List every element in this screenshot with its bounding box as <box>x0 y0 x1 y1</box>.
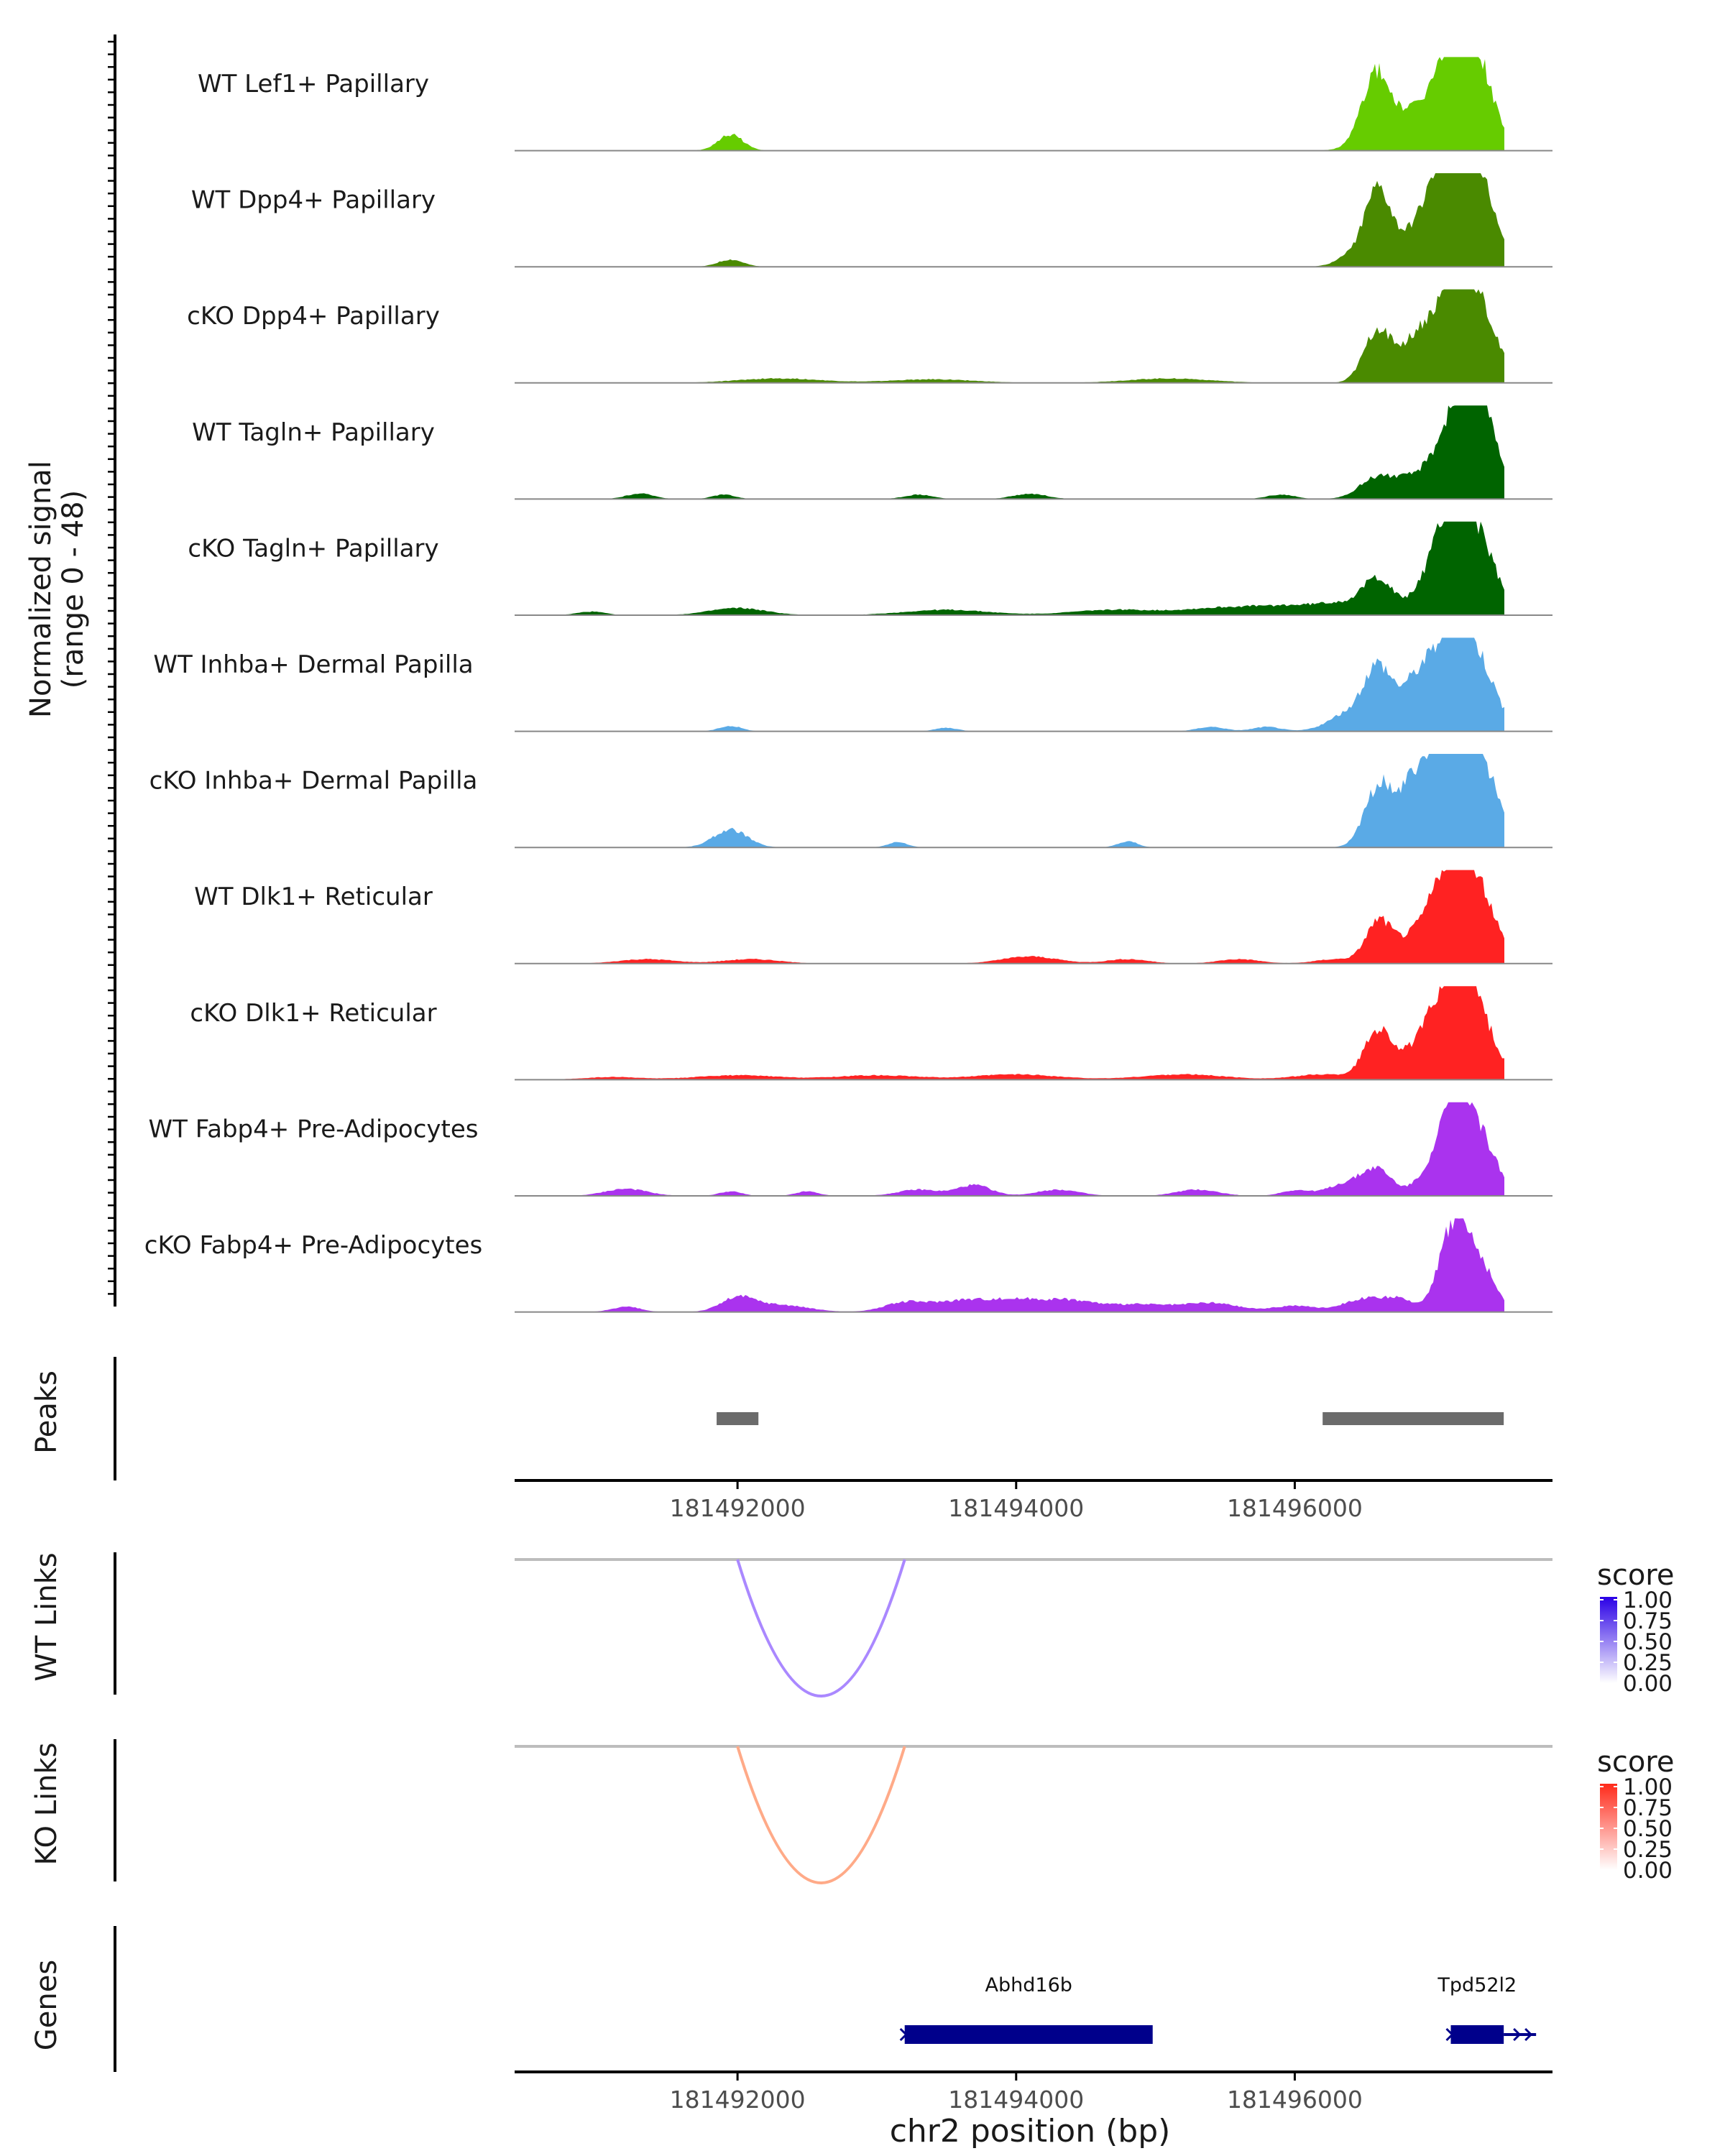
coverage-area <box>515 870 1504 964</box>
track-label: cKO Fabp4+ Pre-Adipocytes <box>144 1231 483 1260</box>
coverage-y-label: Normalized signal (range 0 - 48) <box>24 461 90 718</box>
coverage-area <box>515 1218 1504 1312</box>
link-arc <box>736 1746 906 1884</box>
wt-links-label: WT Links <box>30 1552 63 1681</box>
track-label: WT Inhba+ Dermal Papilla <box>153 650 473 679</box>
coverage-track: cKO Dpp4+ Papillary <box>187 289 1552 384</box>
gene-strand-arrow <box>1445 2027 1454 2042</box>
coverage-area <box>515 521 1504 615</box>
genes-track: Genes Abhd16b Tpd52l2 <box>30 1926 1537 2072</box>
coverage-track: WT Fabp4+ Pre-Adipocytes <box>149 1102 1552 1197</box>
link-arc <box>736 1559 906 1697</box>
ko-links-label: KO Links <box>30 1743 63 1866</box>
legend-tick-label: 0.50 <box>1623 1629 1673 1655</box>
x-tick-label: 181492000 <box>670 1494 806 1522</box>
x-tick-label: 181492000 <box>670 2086 806 2114</box>
legend-tick-label: 0.25 <box>1623 1837 1673 1863</box>
coverage-y-axis <box>108 34 116 1307</box>
legend-tick-label: 0.00 <box>1623 1671 1673 1697</box>
coverage-area <box>515 986 1504 1080</box>
x-axis-title: chr2 position (bp) <box>890 2113 1171 2150</box>
coverage-area <box>515 405 1504 499</box>
coverage-track: WT Dpp4+ Papillary <box>191 173 1552 268</box>
x-tick-label: 181496000 <box>1227 1494 1363 1522</box>
gene-strand-arrow <box>1524 2027 1533 2042</box>
legend-colorbar <box>1600 1597 1617 1683</box>
x-axis-upper: 181492000 181494000 181496000 <box>515 1479 1552 1522</box>
track-label: WT Dlk1+ Reticular <box>194 883 433 911</box>
x-tick-label: 181496000 <box>1227 2086 1363 2114</box>
track-label: cKO Dpp4+ Papillary <box>187 302 440 331</box>
coverage-track: cKO Fabp4+ Pre-Adipocytes <box>144 1218 1552 1313</box>
legend-tick-label: 1.00 <box>1623 1588 1673 1613</box>
coverage-track: cKO Inhba+ Dermal Papilla <box>150 754 1552 849</box>
coverage-area <box>515 173 1504 267</box>
coverage-area <box>515 754 1504 848</box>
x-tick-label: 181494000 <box>948 1494 1084 1522</box>
wt-links-legend-title: score <box>1597 1559 1674 1592</box>
gene-body <box>904 2025 1153 2044</box>
legend-tick-label: 0.00 <box>1623 1858 1673 1884</box>
wt-links-track: WT Links score 1.000.750.500.250.00 <box>30 1552 1674 1697</box>
track-label: WT Tagln+ Papillary <box>192 418 435 447</box>
coverage-tracks: WT Lef1+ Papillary WT Dpp4+ Papillary cKO … <box>144 57 1552 1313</box>
coverage-track: WT Dlk1+ Reticular <box>194 870 1552 964</box>
coverage-track: cKO Dlk1+ Reticular <box>190 986 1552 1081</box>
coverage-y-label-line2: (range 0 - 48) <box>57 490 90 688</box>
peaks-label: Peaks <box>30 1370 63 1454</box>
ko-links-legend-title: score <box>1597 1746 1674 1779</box>
legend-tick-label: 0.25 <box>1623 1650 1673 1676</box>
coverage-track: WT Lef1+ Papillary <box>198 57 1552 152</box>
peak-region <box>717 1412 759 1425</box>
coverage-area <box>515 289 1504 383</box>
legend-tick-label: 0.50 <box>1623 1816 1673 1842</box>
track-label: cKO Tagln+ Papillary <box>188 534 438 563</box>
genes-label: Genes <box>30 1960 63 2050</box>
coverage-y-label-line1: Normalized signal <box>24 461 58 718</box>
coverage-area <box>515 57 1504 151</box>
ko-links-track: KO Links score 1.000.750.500.250.00 <box>30 1739 1674 1884</box>
legend-colorbar <box>1600 1784 1617 1870</box>
legend-tick-label: 0.75 <box>1623 1608 1673 1634</box>
track-label: cKO Dlk1+ Reticular <box>190 999 436 1028</box>
legend-tick-label: 0.75 <box>1623 1795 1673 1821</box>
gene-name: Abhd16b <box>985 1974 1072 1996</box>
peak-region <box>1322 1412 1504 1425</box>
coverage-track: WT Inhba+ Dermal Papilla <box>153 637 1552 732</box>
coverage-area <box>515 637 1504 732</box>
track-label: cKO Inhba+ Dermal Papilla <box>150 767 478 796</box>
track-label: WT Fabp4+ Pre-Adipocytes <box>149 1115 479 1143</box>
coverage-track: WT Tagln+ Papillary <box>192 405 1552 500</box>
track-label: WT Lef1+ Papillary <box>198 70 429 98</box>
x-tick-label: 181494000 <box>948 2086 1084 2114</box>
gene-strand-arrow <box>1513 2027 1522 2042</box>
gene-name: Tpd52l2 <box>1437 1974 1517 1996</box>
gene-strand-arrow <box>899 2027 908 2042</box>
coverage-track: cKO Tagln+ Papillary <box>188 521 1552 616</box>
coverage-area <box>515 1102 1504 1196</box>
legend-tick-label: 1.00 <box>1623 1774 1673 1800</box>
track-label: WT Dpp4+ Papillary <box>191 186 436 215</box>
peaks-track: Peaks <box>30 1357 1504 1480</box>
gene-body <box>1450 2025 1504 2044</box>
x-axis-lower: chr2 position (bp) 181492000 181494000 181… <box>515 2070 1552 2150</box>
